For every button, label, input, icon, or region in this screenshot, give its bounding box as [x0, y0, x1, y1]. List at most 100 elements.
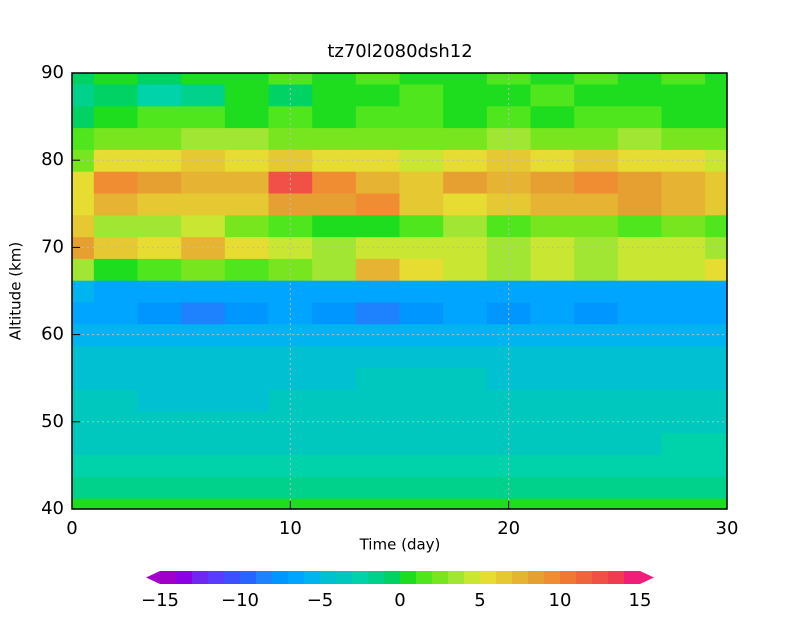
contour-cell: [530, 171, 575, 194]
contour-cell: [72, 498, 95, 510]
contour-cell: [312, 454, 357, 477]
contour-cell: [72, 192, 95, 216]
colorbar-swatch: [480, 571, 497, 584]
contour-cell: [530, 214, 575, 238]
contour-cell: [224, 323, 270, 347]
colorbar-swatch: [608, 571, 625, 584]
contour-cell: [312, 367, 357, 390]
contour-cell: [355, 127, 401, 150]
contour-cell: [399, 345, 444, 368]
contour-cell: [93, 73, 139, 85]
contour-cell: [224, 171, 270, 194]
colorbar-extend-low: [146, 571, 160, 584]
contour-cell: [443, 301, 488, 325]
contour-cell: [705, 258, 728, 281]
contour-cell: [617, 214, 663, 238]
contour-cell: [312, 498, 357, 510]
contour-cell: [530, 301, 575, 325]
contour-cell: [617, 454, 663, 477]
contour-cell: [355, 432, 401, 456]
contour-cell: [617, 345, 663, 368]
contour-cell: [72, 105, 95, 129]
contour-cell: [661, 432, 706, 456]
contour-cell: [93, 476, 139, 499]
contour-cell: [268, 454, 313, 477]
contour-cell: [181, 280, 226, 303]
contour-cell: [137, 410, 182, 434]
contour-cell: [137, 280, 182, 303]
colorbar-swatch: [224, 571, 241, 584]
colorbar-swatch: [272, 571, 289, 584]
contour-cell: [443, 323, 488, 347]
contour-cell: [312, 236, 357, 259]
contour-cell: [617, 323, 663, 347]
contour-cell: [355, 476, 401, 499]
contour-cell: [137, 432, 182, 456]
contour-cell: [224, 83, 270, 107]
contour-cell: [355, 73, 401, 85]
x-tick-label: 20: [497, 518, 520, 539]
contour-cell: [72, 476, 95, 499]
contour-cell: [705, 149, 728, 172]
contour-cell: [93, 323, 139, 347]
contour-cell: [312, 410, 357, 434]
contour-cell: [181, 432, 226, 456]
contour-cell: [181, 476, 226, 499]
contour-cell: [530, 367, 575, 390]
contour-cell: [661, 476, 706, 499]
contour-cell: [224, 432, 270, 456]
contour-cell: [574, 410, 619, 434]
contour-cell: [705, 192, 728, 216]
contour-cell: [93, 454, 139, 477]
contour-cell: [93, 280, 139, 303]
contour-cell: [443, 192, 488, 216]
contour-cell: [486, 280, 532, 303]
contour-cell: [574, 192, 619, 216]
contour-cell: [355, 83, 401, 107]
contour-cell: [530, 73, 575, 85]
contour-cell: [574, 127, 619, 150]
contour-cell: [574, 301, 619, 325]
colorbar-swatch: [304, 571, 321, 584]
contour-cell: [181, 345, 226, 368]
colorbar-swatch: [576, 571, 593, 584]
contour-cell: [530, 258, 575, 281]
contour-cell: [661, 171, 706, 194]
contour-cell: [137, 105, 182, 129]
colorbar-swatch: [544, 571, 561, 584]
contour-cell: [312, 476, 357, 499]
contour-cell: [486, 476, 532, 499]
contour-cell: [93, 432, 139, 456]
contour-cell: [530, 345, 575, 368]
contour-cell: [530, 389, 575, 412]
contour-cell: [399, 476, 444, 499]
colorbar-swatch: [432, 571, 449, 584]
contour-cell: [661, 454, 706, 477]
contour-cell: [224, 454, 270, 477]
colorbar-swatch: [176, 571, 193, 584]
contour-cell: [224, 345, 270, 368]
contour-cell: [486, 345, 532, 368]
contour-cell: [224, 410, 270, 434]
y-tick-label: 70: [41, 236, 64, 257]
contour-cell: [530, 127, 575, 150]
colorbar-swatch: [256, 571, 273, 584]
x-tick-label: 30: [716, 518, 739, 539]
contour-cell: [355, 214, 401, 238]
contour-cell: [137, 323, 182, 347]
contour-cell: [137, 345, 182, 368]
contour-cell: [486, 171, 532, 194]
contour-cell: [617, 258, 663, 281]
colorbar-swatch: [320, 571, 337, 584]
contour-cell: [93, 301, 139, 325]
contour-cell: [355, 454, 401, 477]
contour-cell: [705, 105, 728, 129]
contour-cell: [617, 192, 663, 216]
contour-cell: [574, 105, 619, 129]
contour-cell: [93, 367, 139, 390]
contour-cell: [312, 258, 357, 281]
colorbar-tick-label: 5: [474, 590, 485, 611]
contour-cell: [268, 105, 313, 129]
contour-cell: [705, 127, 728, 150]
contour-cell: [93, 389, 139, 412]
